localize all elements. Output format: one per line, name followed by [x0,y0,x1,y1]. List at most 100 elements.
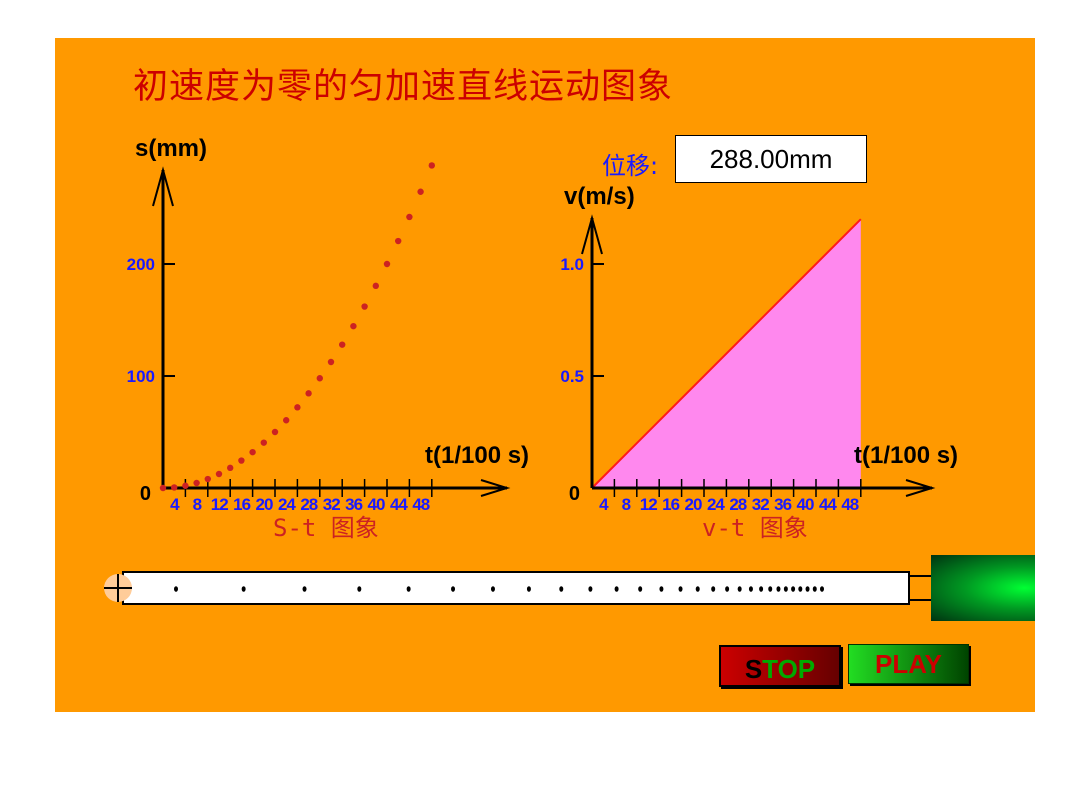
play-button[interactable]: PLAY [848,644,969,684]
data-point [204,475,211,483]
data-point [361,303,368,310]
data-point [171,484,178,491]
tape-dot [776,586,781,592]
ticker-tape [122,571,910,605]
data-point [159,484,167,492]
x-tick-label: 28 [300,495,317,514]
tape-dot [357,586,362,592]
x-tick-label: 20 [256,495,273,514]
x-tick-label: 36 [345,495,362,514]
x-axis-arrow [905,479,936,497]
tape-dots [174,586,824,592]
x-tick-label: 24 [278,495,296,514]
tape-dot [805,586,810,592]
data-point [406,213,413,221]
origin-label: 0 [569,483,580,505]
x-tick-label: 28 [729,495,746,514]
x-axis-arrow [480,479,511,497]
chart-caption: v-t 图象 [702,514,808,542]
data-point [193,479,200,487]
data-point [227,464,234,472]
x-tick-label: 12 [211,495,228,514]
tape-dot [798,586,803,592]
stop-button[interactable]: STOP [719,645,841,687]
data-point [417,188,424,195]
data-point [215,470,223,478]
y-axis-label: v(m/s) [564,183,635,210]
x-tick-label: 16 [662,495,679,514]
origin-label: 0 [140,483,151,505]
tape-dot [451,586,456,592]
stop-label-top: TOP [762,654,816,684]
data-point [316,375,323,382]
data-point [383,260,391,268]
tape-dot [783,586,788,592]
rail-top [910,575,932,577]
data-point [428,162,435,169]
tape-dot [302,586,307,592]
y-tick-label: 200 [127,255,155,274]
data-point [305,390,312,397]
x-tick-label: 16 [233,495,250,514]
x-tick-label: 36 [774,495,791,514]
tape-dot [174,586,178,592]
data-point [249,448,256,456]
x-tick-label: 8 [193,495,202,514]
velocity-line [591,218,862,489]
x-tick-label: 48 [412,495,429,514]
tape-dot [737,586,742,592]
data-point [182,482,189,489]
x-axis-label: t(1/100 s) [425,442,529,469]
x-tick-label: 44 [819,495,837,514]
y-tick-label: 1.0 [560,255,584,274]
y-axis-arrow [152,166,174,207]
page-title: 初速度为零的匀加速直线运动图象 [133,67,674,107]
data-point [350,322,357,330]
tape-dot [812,586,817,592]
data-point [395,237,402,245]
x-tick-label: 44 [390,495,408,514]
tape-dot [725,586,730,592]
tape-dot [748,586,753,592]
tape-dot [695,586,700,592]
tape-dot [791,586,796,592]
displacement-value: 288.00mm [675,135,867,183]
tape-dot [759,586,764,592]
y-axis-arrow [581,214,603,255]
x-tick-label: 4 [599,495,609,514]
x-tick-label: 24 [707,495,725,514]
x-tick-label: 20 [685,495,702,514]
tape-dot [241,586,246,592]
tape-dot [768,586,773,592]
moving-object [931,555,1035,621]
stop-label-s: S [744,654,763,684]
data-point [372,282,379,290]
y-tick-label: 0.5 [560,367,584,386]
tape-dot [559,586,564,592]
tape-dot [588,586,593,592]
crosshair-icon [104,574,132,602]
y-axis-label: s(mm) [135,135,207,162]
tape-dot [711,586,716,592]
data-point [339,341,346,348]
animation-stage: 初速度为零的匀加速直线运动图象 4 8 12 16 20 24 28 32 36 40 44 48 10… [55,38,1035,712]
tape-dot [526,586,531,592]
tape-dot [820,586,824,592]
s-t-chart: 4 8 12 16 20 24 28 32 36 40 44 481002000s(mm)t(1/10… [127,135,529,542]
tape-dot [638,586,643,592]
rail-bottom [910,599,932,601]
tape-dot [659,586,664,592]
x-tick-label: 40 [368,495,385,514]
v-t-chart: 4 8 12 16 20 24 28 32 36 40 44 480.51.00v(m/s)t(1/1… [560,183,958,542]
x-tick-label: 40 [797,495,814,514]
x-tick-label: 12 [640,495,657,514]
data-point [283,417,290,424]
data-point [327,358,335,366]
x-axis-label: t(1/100 s) [854,442,958,469]
x-tick-label: 4 [170,495,180,514]
x-tick-label: 32 [323,495,340,514]
x-tick-label: 32 [752,495,769,514]
data-point [260,439,267,446]
tape-dot [490,586,495,592]
tape-dot [678,586,683,592]
